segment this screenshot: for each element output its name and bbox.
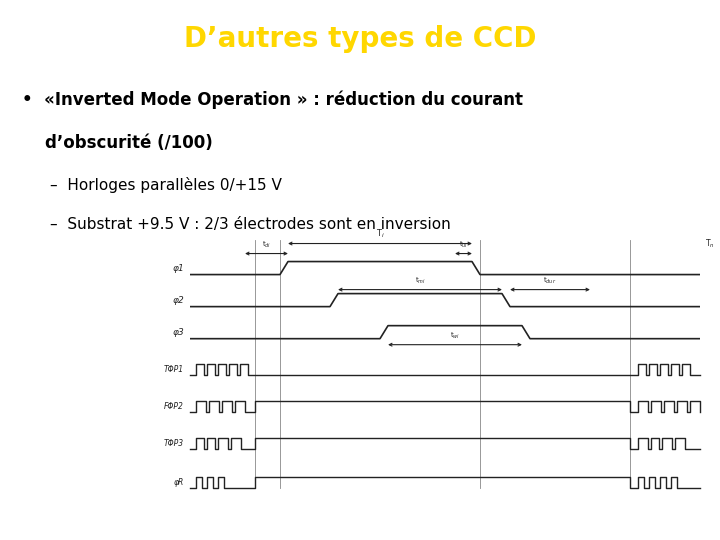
- Text: TΦP3: TΦP3: [164, 439, 184, 448]
- Text: –  Horloges parallèles 0/+15 V: – Horloges parallèles 0/+15 V: [50, 177, 282, 193]
- Text: t$_{wi}$: t$_{wi}$: [450, 330, 460, 341]
- Text: TΦP1: TΦP1: [164, 364, 184, 374]
- Text: –  Substrat +9.5 V : 2/3 électrodes sont en inversion: – Substrat +9.5 V : 2/3 électrodes sont …: [50, 217, 451, 232]
- Text: T$_i$: T$_i$: [376, 227, 384, 240]
- Text: t$_{dur}$: t$_{dur}$: [544, 275, 557, 286]
- Text: T$_n$: T$_n$: [705, 237, 715, 250]
- Text: φ1: φ1: [172, 264, 184, 273]
- Text: t$_{ui}$: t$_{ui}$: [459, 239, 468, 249]
- Text: t$_{mi}$: t$_{mi}$: [415, 275, 426, 286]
- Text: t$_{di}$: t$_{di}$: [262, 239, 271, 249]
- Text: φ2: φ2: [172, 295, 184, 305]
- Text: •  «Inverted Mode Operation » : réduction du courant: • «Inverted Mode Operation » : réduction…: [22, 91, 523, 109]
- Text: φ3: φ3: [172, 328, 184, 336]
- Text: D’autres types de CCD: D’autres types de CCD: [184, 25, 536, 53]
- Text: FΦP2: FΦP2: [164, 402, 184, 411]
- Text: d’obscurité (/100): d’obscurité (/100): [22, 134, 212, 152]
- Text: φR: φR: [174, 478, 184, 487]
